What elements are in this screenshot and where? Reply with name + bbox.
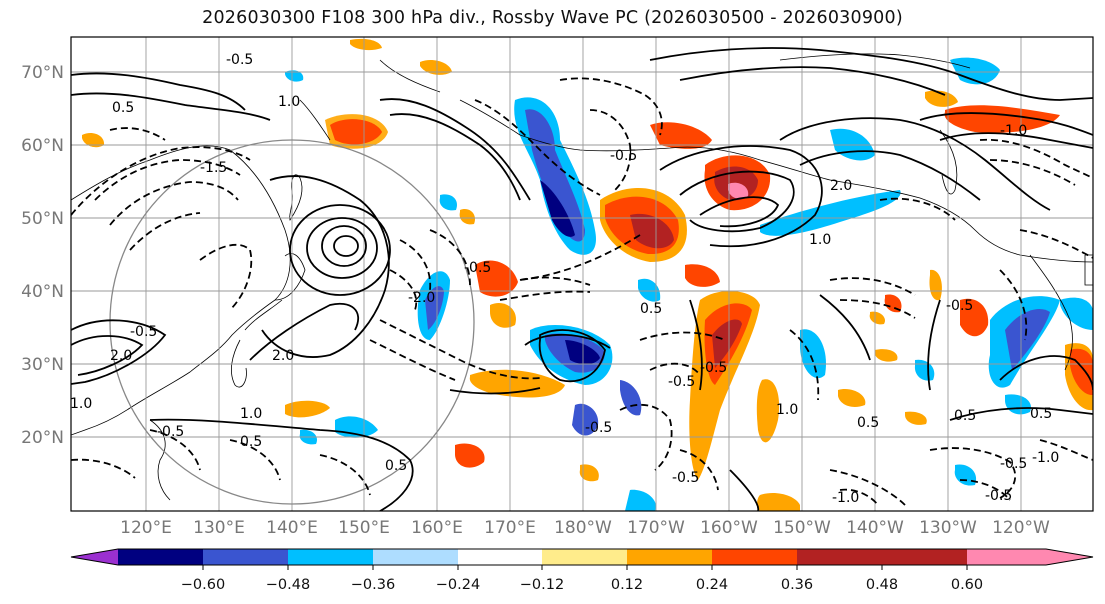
lon-label: 170°E [484, 518, 536, 538]
map-title: 2026030300 F108 300 hPa div., Rossby Wav… [202, 8, 903, 28]
contour-label: -0.5 [130, 324, 157, 340]
colorbar: −0.60 −0.48 −0.36 −0.24 −0.12 0.12 0.24 … [70, 548, 1094, 593]
colorbar-segment [797, 549, 882, 565]
coastlines [71, 53, 1093, 501]
colorbar-segment [458, 549, 542, 565]
colorbar-tick-label: −0.48 [266, 577, 310, 593]
colorbar-tick-label: 0.36 [781, 577, 813, 593]
colorbar-tick-label: −0.12 [520, 577, 564, 593]
contour-label: 0.5 [240, 434, 262, 450]
contour-label: 1.0 [776, 402, 798, 418]
contour-label: -0.5 [985, 488, 1012, 504]
colorbar-segment [288, 549, 373, 565]
lon-label: 140°W [846, 518, 904, 538]
contour-label: -1.0 [1000, 123, 1027, 139]
colorbar-outline [70, 548, 1094, 566]
contour-label: -1.0 [1032, 450, 1059, 466]
shaded-convergence-fields [82, 38, 1093, 511]
lon-label: 140°E [266, 518, 318, 538]
contour-label: -2.0 [408, 290, 435, 306]
shaded-divergence-fields [285, 57, 1093, 511]
contour-label: 0.5 [112, 100, 134, 116]
contour-label: -0.5 [1000, 456, 1027, 472]
rossby-wave-contours-negative [71, 77, 1093, 506]
contour-label: -1.5 [200, 160, 227, 176]
colorbar-tick-label: −0.36 [351, 577, 395, 593]
colorbar-tick-label: 0.12 [611, 577, 643, 593]
contour-label: -0.5 [157, 424, 184, 440]
contour-label: -0.5 [585, 420, 612, 436]
colorbar-tick-label: 0.24 [696, 577, 728, 593]
colorbar-tick-label: 0.48 [866, 577, 898, 593]
contour-label: -0.5 [226, 52, 253, 68]
lon-label: 150°W [773, 518, 831, 538]
contour-label: 1.0 [70, 396, 92, 412]
reference-circle [109, 139, 475, 505]
colorbar-segment [203, 549, 288, 565]
lat-label: 70°N [21, 63, 64, 83]
lon-label: 120°E [120, 518, 172, 538]
contour-label: 2.0 [110, 348, 132, 364]
contour-label: -0.5 [610, 148, 637, 164]
colorbar-extend-high [1046, 549, 1093, 565]
contour-label: 2.0 [272, 348, 294, 364]
colorbar-segment [118, 549, 203, 565]
contour-label: 0.5 [857, 415, 879, 431]
lon-label: 130°W [919, 518, 977, 538]
lat-label: 40°N [21, 282, 64, 302]
lat-label: 20°N [21, 428, 64, 448]
lat-label: 50°N [21, 209, 64, 229]
lon-label: 170°W [627, 518, 685, 538]
plot-frame [70, 36, 1094, 512]
lat-label: 30°N [21, 355, 64, 375]
colorbar-tick-label: −0.24 [436, 577, 480, 593]
contour-labels: 1.0 -0.5 0.5 -1.5 -0.5 1.0 2.0 -0.5 0.5 … [70, 52, 1059, 506]
lat-label: 60°N [21, 136, 64, 156]
contour-label: 1.0 [278, 94, 300, 110]
rossby-wave-contours-positive [71, 47, 1093, 511]
contour-label: -0.5 [668, 374, 695, 390]
colorbar-segment [627, 549, 712, 565]
lon-label: 160°W [700, 518, 758, 538]
colorbar-tick-label: 0.60 [951, 577, 983, 593]
lon-label: 130°E [193, 518, 245, 538]
colorbar-ticks [202, 565, 968, 570]
lon-label: 160°E [411, 518, 463, 538]
contour-label: -0.5 [464, 260, 491, 276]
colorbar-segment [967, 549, 1046, 565]
lon-label: 180°W [554, 518, 612, 538]
contour-label: 0.5 [954, 408, 976, 424]
contour-label: -1.0 [832, 490, 859, 506]
map-plot-area [71, 37, 1093, 511]
contour-label: 0.5 [640, 301, 662, 317]
colorbar-segment [712, 549, 797, 565]
contour-label: 0.5 [1030, 406, 1052, 422]
contour-label: -0.5 [672, 470, 699, 486]
longitude-labels: 120°E 130°E 140°E 150°E 160°E 170°E 180°… [120, 518, 1050, 538]
colorbar-segment [542, 549, 627, 565]
colorbar-extend-low [71, 549, 118, 565]
contour-label: 2.0 [830, 178, 852, 194]
colorbar-segment [373, 549, 458, 565]
colorbar-segment [882, 549, 967, 565]
colorbar-tick-label: −0.60 [181, 577, 225, 593]
lon-label: 150°E [338, 518, 390, 538]
lon-label: 120°W [992, 518, 1050, 538]
contour-label: -0.5 [700, 360, 727, 376]
contour-label: -0.5 [946, 298, 973, 314]
contour-label: 1.0 [809, 232, 831, 248]
contour-label: 1.0 [240, 406, 262, 422]
contour-label: 0.5 [385, 458, 407, 474]
latitude-labels: 70°N 60°N 50°N 40°N 30°N 20°N [21, 63, 64, 448]
